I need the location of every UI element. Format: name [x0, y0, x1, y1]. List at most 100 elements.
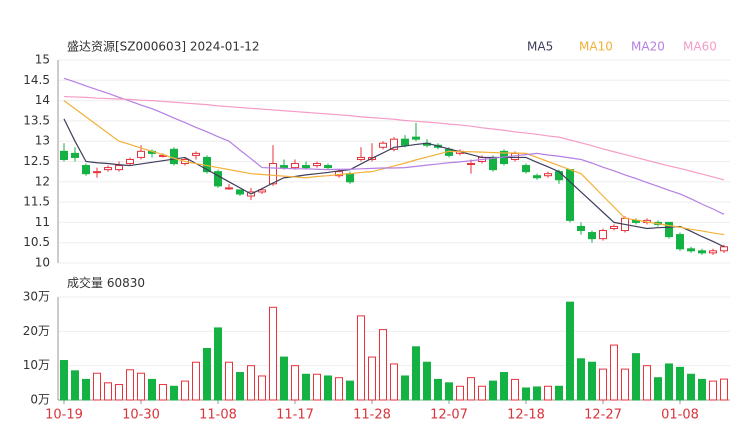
volume-bar: [115, 384, 123, 401]
volume-bar: [335, 377, 343, 401]
volume-bar: [313, 373, 321, 401]
candle-body: [390, 138, 398, 150]
volume-bar: [203, 348, 211, 401]
volume-bar: [467, 377, 475, 401]
x-tick-label: 10-19: [45, 408, 83, 423]
x-tick-label: 10-30: [122, 408, 160, 423]
candle-body: [170, 148, 178, 165]
candle-body: [71, 152, 79, 158]
candle-body: [324, 165, 332, 169]
volume-bar: [401, 375, 409, 401]
volume-bar: [423, 361, 431, 401]
volume-bar: [170, 385, 178, 401]
volume-bar: [192, 361, 200, 401]
volume-bar: [522, 387, 530, 401]
candle-body: [720, 246, 728, 252]
volume-bar: [60, 360, 68, 401]
candle-body: [610, 225, 618, 229]
candle-body: [137, 150, 145, 158]
x-tick-label: 12-07: [430, 408, 468, 423]
candle-body: [577, 225, 585, 232]
candle-body: [698, 250, 706, 254]
x-tick-label: 11-28: [353, 408, 391, 423]
volume-bar: [720, 378, 728, 401]
x-tick-label: 12-18: [507, 408, 545, 423]
volume-bar: [610, 344, 618, 401]
volume-bar: [291, 365, 299, 401]
candle-body: [522, 165, 530, 173]
volume-bar: [588, 361, 596, 401]
volume-bar: [225, 361, 233, 401]
candle-body: [555, 171, 563, 181]
ma-line: [63, 95, 725, 181]
volume-bar: [159, 384, 167, 401]
volume-bar: [346, 380, 354, 401]
volume-bar: [533, 386, 541, 401]
volume-bar: [577, 358, 585, 401]
y-tick-label: 11.5: [23, 195, 50, 209]
volume-bar: [445, 382, 453, 401]
volume-bar: [555, 385, 563, 401]
volume-bar: [390, 363, 398, 401]
volume-bar: [269, 306, 277, 401]
candle-body: [60, 150, 68, 160]
volume-bar: [302, 373, 310, 401]
volume-bar: [71, 370, 79, 401]
volume-bar: [137, 372, 145, 401]
volume-bar: [324, 375, 332, 401]
legend-entry: MA20: [631, 40, 665, 54]
volume-bar: [500, 372, 508, 401]
volume-bar: [247, 365, 255, 401]
volume-bar: [599, 368, 607, 401]
candle-body: [236, 189, 244, 195]
candle-body: [489, 156, 497, 171]
candle-body: [401, 138, 409, 146]
volume-bar: [379, 329, 387, 401]
candle-body: [126, 158, 134, 165]
volume-bar: [478, 385, 486, 401]
candle-body: [599, 230, 607, 240]
volume-bar: [698, 378, 706, 401]
candle-body: [665, 221, 673, 238]
candle-body: [544, 173, 552, 177]
y-tick-label: 12: [35, 174, 50, 188]
volume-bar: [104, 382, 112, 401]
candle-body: [467, 163, 475, 166]
candle-body: [566, 169, 574, 221]
candle-body: [379, 142, 387, 148]
v-tick-label: 20万: [23, 324, 50, 338]
legend-entry: MA10: [579, 40, 613, 54]
y-tick-label: 14.5: [23, 73, 50, 87]
candle-body: [687, 248, 695, 252]
volume-bar: [412, 346, 420, 401]
candle-body: [214, 171, 222, 187]
volume-bar: [148, 378, 156, 401]
x-tick-label: 12-27: [584, 408, 622, 423]
ma-line: [63, 100, 725, 236]
volume-bar: [368, 356, 376, 401]
candle-body: [709, 250, 717, 254]
candle-body: [676, 234, 684, 250]
candle-body: [588, 232, 596, 240]
volume-bar: [236, 372, 244, 401]
candle-body: [302, 165, 310, 169]
chart-title: 盛达资源[SZ000603] 2024-01-12: [67, 39, 260, 54]
volume-bar: [687, 373, 695, 401]
volume-bar: [621, 368, 629, 401]
volume-bar: [258, 375, 266, 401]
y-tick-label: 10.5: [23, 235, 50, 249]
volume-bar: [280, 356, 288, 401]
volume-bar: [665, 363, 673, 401]
candle-body: [533, 175, 541, 179]
candle-body: [291, 163, 299, 169]
x-tick-label: 11-08: [199, 408, 237, 423]
v-tick-label: 10万: [23, 358, 50, 372]
candle-body: [313, 163, 321, 167]
y-tick-label: 11: [35, 215, 50, 229]
volume-bar: [126, 369, 134, 401]
volume-label: 成交量: [67, 275, 103, 290]
y-tick-label: 10: [35, 256, 50, 270]
v-tick-label: 30万: [23, 290, 50, 304]
volume-bar: [654, 377, 662, 401]
